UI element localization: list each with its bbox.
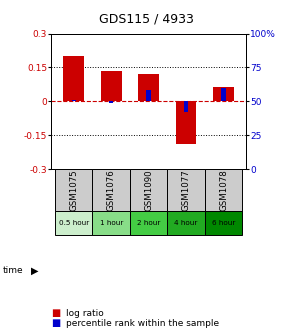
Text: GDS115 / 4933: GDS115 / 4933 <box>99 12 194 25</box>
Text: 0.5 hour: 0.5 hour <box>59 220 89 226</box>
Bar <box>167 169 205 211</box>
Text: log ratio: log ratio <box>66 309 104 318</box>
Text: GSM1076: GSM1076 <box>107 169 116 211</box>
Text: GSM1090: GSM1090 <box>144 169 153 211</box>
Text: 2 hour: 2 hour <box>137 220 160 226</box>
Bar <box>93 169 130 211</box>
Text: 1 hour: 1 hour <box>100 220 123 226</box>
Bar <box>138 74 159 101</box>
Bar <box>64 56 84 101</box>
Bar <box>101 71 122 101</box>
Text: GSM1077: GSM1077 <box>182 169 191 211</box>
Bar <box>222 88 226 101</box>
Bar <box>176 101 197 144</box>
Text: ▶: ▶ <box>31 265 38 276</box>
Bar <box>167 211 205 235</box>
Bar <box>205 169 242 211</box>
Bar <box>146 90 151 101</box>
Bar <box>184 101 188 112</box>
Text: 6 hour: 6 hour <box>212 220 235 226</box>
Text: GSM1075: GSM1075 <box>69 169 78 211</box>
Bar <box>71 100 76 101</box>
Text: percentile rank within the sample: percentile rank within the sample <box>66 319 219 328</box>
Bar <box>130 211 167 235</box>
Bar <box>213 87 234 101</box>
Text: time: time <box>3 266 23 275</box>
Text: ■: ■ <box>51 318 61 328</box>
Bar <box>109 101 113 103</box>
Bar <box>55 169 93 211</box>
Bar <box>55 211 93 235</box>
Text: ■: ■ <box>51 308 61 318</box>
Bar <box>130 169 167 211</box>
Bar <box>93 211 130 235</box>
Bar <box>205 211 242 235</box>
Text: GSM1078: GSM1078 <box>219 169 228 211</box>
Text: 4 hour: 4 hour <box>174 220 198 226</box>
